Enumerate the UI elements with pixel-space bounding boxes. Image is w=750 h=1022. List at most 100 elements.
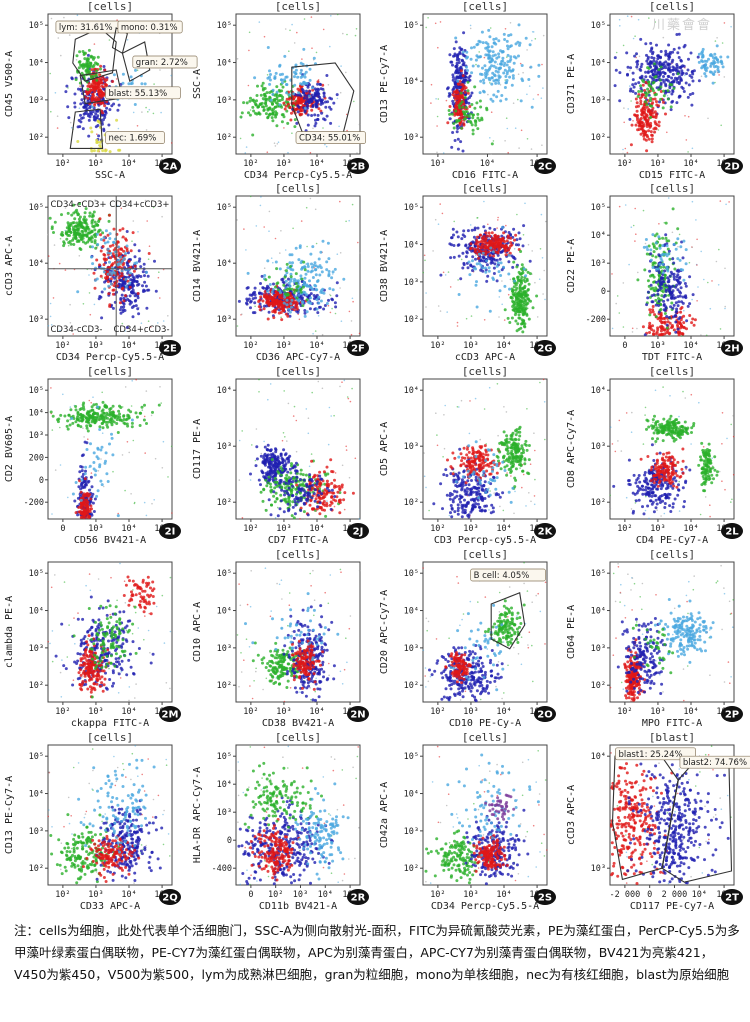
- data-point: [724, 307, 726, 310]
- data-point: [261, 87, 265, 90]
- data-point: [133, 255, 137, 259]
- data-point: [478, 118, 482, 122]
- data-point: [501, 244, 504, 248]
- data-point: [456, 325, 459, 327]
- data-point: [300, 109, 304, 113]
- data-point: [678, 75, 682, 79]
- data-point: [447, 94, 451, 98]
- data-point: [312, 56, 316, 60]
- data-point: [284, 312, 288, 316]
- panel-id-label: 2D: [724, 162, 739, 173]
- data-point: [487, 250, 491, 254]
- data-point: [141, 270, 145, 274]
- data-point: [667, 43, 671, 47]
- data-point: [107, 123, 111, 127]
- data-point: [286, 266, 290, 270]
- data-point: [707, 117, 709, 120]
- data-point: [303, 265, 307, 269]
- data-points: [422, 200, 547, 334]
- x-tick-label: 10³: [463, 341, 478, 351]
- data-point: [264, 104, 268, 108]
- data-point: [496, 250, 500, 254]
- data-point: [495, 258, 499, 262]
- data-point: [664, 221, 668, 225]
- data-point: [643, 333, 647, 337]
- data-point: [64, 207, 67, 209]
- data-point: [646, 279, 650, 283]
- data-point: [484, 231, 488, 235]
- data-point: [282, 78, 286, 82]
- data-point: [657, 75, 661, 79]
- data-point: [506, 44, 509, 48]
- data-point: [266, 115, 270, 119]
- data-point: [635, 233, 637, 235]
- data-point: [108, 108, 112, 112]
- data-point: [319, 266, 323, 270]
- data-point: [519, 303, 523, 307]
- data-point: [631, 90, 635, 93]
- data-point: [670, 83, 674, 87]
- data-point: [280, 316, 282, 319]
- data-point: [690, 70, 694, 74]
- data-point: [285, 262, 289, 266]
- data-point: [72, 243, 76, 246]
- data-point: [512, 256, 516, 260]
- data-point: [159, 297, 161, 299]
- data-point: [72, 225, 75, 229]
- data-point: [239, 137, 242, 140]
- data-point: [468, 120, 472, 123]
- data-point: [88, 292, 91, 294]
- data-point: [288, 310, 292, 314]
- data-point: [291, 23, 293, 26]
- data-point: [465, 71, 469, 75]
- data-point: [144, 330, 146, 333]
- data-point: [659, 333, 663, 337]
- data-point: [493, 262, 497, 266]
- data-point: [98, 94, 102, 98]
- data-point: [64, 90, 68, 94]
- data-point: [266, 74, 269, 76]
- data-point: [509, 22, 512, 24]
- data-point: [117, 282, 121, 286]
- data-point: [292, 92, 295, 96]
- data-point: [82, 105, 86, 109]
- data-point: [651, 87, 655, 91]
- data-point: [351, 203, 354, 206]
- data-point: [653, 126, 657, 130]
- data-point: [291, 132, 293, 134]
- data-point: [91, 92, 95, 96]
- data-point: [266, 317, 270, 321]
- data-point: [464, 244, 468, 248]
- data-point: [503, 38, 507, 41]
- data-point: [289, 272, 293, 276]
- data-point: [150, 326, 152, 328]
- data-point: [76, 224, 80, 227]
- data-point: [490, 259, 494, 263]
- data-point: [666, 320, 670, 324]
- data-point: [136, 296, 140, 300]
- data-point: [276, 288, 280, 292]
- data-point: [121, 81, 125, 85]
- data-point: [489, 246, 493, 250]
- data-point: [268, 210, 271, 213]
- data-point: [488, 254, 492, 257]
- data-point: [293, 125, 297, 129]
- data-point: [724, 267, 726, 270]
- data-point: [653, 62, 656, 66]
- data-point: [76, 14, 79, 17]
- data-point: [477, 256, 481, 260]
- data-point: [297, 91, 301, 95]
- scatter-plot-2e: CD34-cCD3+ CD34+cCD3+CD34-cCD3- CD34+cCD3-…: [4, 195, 181, 363]
- data-point: [487, 67, 491, 71]
- data-point: [516, 310, 520, 313]
- data-point: [644, 138, 648, 142]
- data-point: [511, 68, 515, 72]
- data-point: [296, 93, 300, 97]
- data-point: [649, 41, 653, 45]
- data-point: [267, 298, 271, 302]
- data-point: [339, 252, 342, 254]
- data-point: [118, 148, 122, 152]
- data-point: [653, 120, 657, 124]
- data-point: [661, 100, 665, 104]
- data-point: [159, 69, 161, 71]
